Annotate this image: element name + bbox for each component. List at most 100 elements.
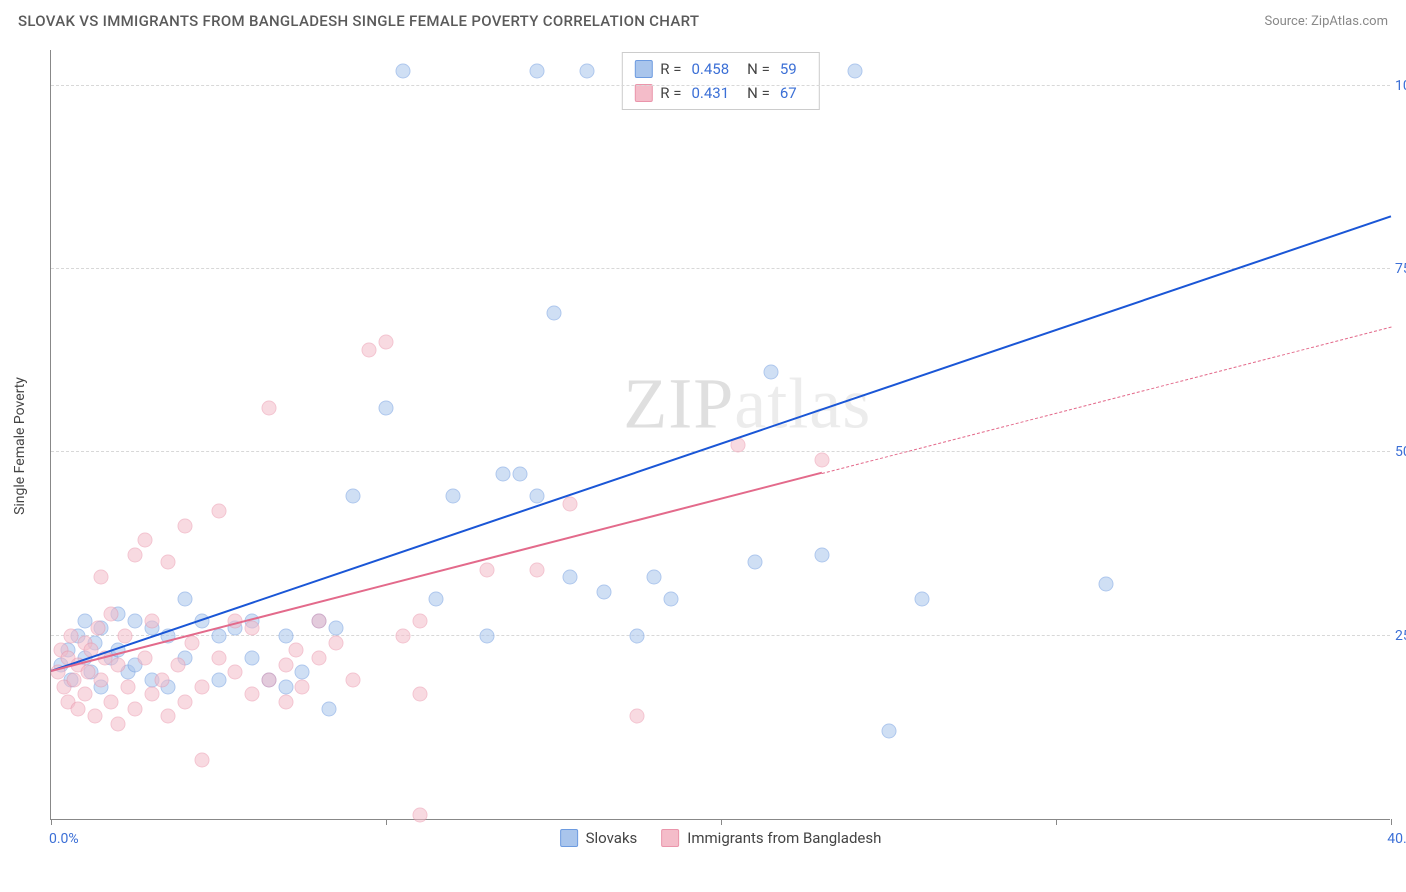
scatter-point — [848, 64, 863, 79]
correlation-row-1: R = 0.458 N = 59 — [634, 57, 806, 81]
scatter-point — [647, 570, 662, 585]
scatter-point — [663, 592, 678, 607]
scatter-point — [395, 628, 410, 643]
r-label-1: R = — [660, 57, 681, 81]
scatter-point — [429, 592, 444, 607]
scatter-point — [412, 808, 427, 823]
gridline — [51, 85, 1390, 86]
source-label: Source: ZipAtlas.com — [1264, 14, 1388, 29]
scatter-point — [94, 672, 109, 687]
legend-item-1: Slovaks — [560, 829, 638, 847]
scatter-point — [127, 702, 142, 717]
scatter-point — [194, 753, 209, 768]
scatter-point — [630, 709, 645, 724]
scatter-point — [117, 628, 132, 643]
scatter-point — [211, 672, 226, 687]
scatter-point — [111, 658, 126, 673]
legend-label-1: Slovaks — [586, 829, 638, 847]
x-tick-mark — [51, 819, 52, 825]
scatter-point — [144, 614, 159, 629]
scatter-point — [630, 628, 645, 643]
scatter-point — [395, 64, 410, 79]
scatter-point — [328, 636, 343, 651]
scatter-point — [184, 636, 199, 651]
scatter-point — [814, 548, 829, 563]
scatter-point — [121, 680, 136, 695]
scatter-point — [178, 518, 193, 533]
scatter-point — [563, 570, 578, 585]
scatter-point — [312, 614, 327, 629]
trendline — [51, 216, 1392, 673]
scatter-point — [278, 680, 293, 695]
scatter-point — [70, 702, 85, 717]
scatter-point — [144, 687, 159, 702]
title-bar: SLOVAK VS IMMIGRANTS FROM BANGLADESH SIN… — [18, 12, 1388, 30]
swatch-series-1 — [634, 60, 652, 78]
x-tick-mark — [1391, 819, 1392, 825]
scatter-point — [245, 687, 260, 702]
scatter-point — [211, 650, 226, 665]
y-axis-label: Single Female Poverty — [12, 377, 28, 515]
scatter-point — [194, 680, 209, 695]
x-tick-label: 40.0% — [1387, 831, 1406, 847]
legend-swatch-2 — [661, 829, 679, 847]
legend-swatch-1 — [560, 829, 578, 847]
scatter-point — [261, 401, 276, 416]
scatter-point — [345, 489, 360, 504]
scatter-point — [245, 621, 260, 636]
scatter-point — [278, 628, 293, 643]
scatter-point — [529, 562, 544, 577]
series-legend: Slovaks Immigrants from Bangladesh — [560, 829, 882, 847]
scatter-point — [111, 716, 126, 731]
scatter-point — [137, 650, 152, 665]
scatter-point — [446, 489, 461, 504]
n-label-1: N = — [747, 57, 770, 81]
scatter-point — [496, 467, 511, 482]
scatter-point — [178, 694, 193, 709]
swatch-series-2 — [634, 84, 652, 102]
scatter-point — [747, 555, 762, 570]
scatter-point — [529, 64, 544, 79]
scatter-point — [312, 650, 327, 665]
scatter-point — [513, 467, 528, 482]
scatter-point — [154, 672, 169, 687]
scatter-point — [412, 687, 427, 702]
scatter-point — [764, 364, 779, 379]
trendline — [51, 472, 822, 672]
scatter-point — [178, 592, 193, 607]
scatter-point — [245, 650, 260, 665]
scatter-point — [261, 672, 276, 687]
scatter-point — [412, 614, 427, 629]
scatter-point — [161, 555, 176, 570]
scatter-point — [1099, 577, 1114, 592]
scatter-point — [295, 680, 310, 695]
scatter-point — [104, 694, 119, 709]
x-tick-mark — [721, 819, 722, 825]
scatter-point — [915, 592, 930, 607]
scatter-point — [881, 724, 896, 739]
chart-container: SLOVAK VS IMMIGRANTS FROM BANGLADESH SIN… — [0, 0, 1406, 892]
scatter-point — [90, 621, 105, 636]
scatter-point — [362, 342, 377, 357]
scatter-point — [529, 489, 544, 504]
scatter-point — [104, 606, 119, 621]
scatter-point — [295, 665, 310, 680]
scatter-point — [171, 658, 186, 673]
scatter-point — [161, 709, 176, 724]
scatter-point — [479, 562, 494, 577]
scatter-point — [379, 335, 394, 350]
scatter-point — [328, 621, 343, 636]
legend-item-2: Immigrants from Bangladesh — [661, 829, 881, 847]
scatter-point — [345, 672, 360, 687]
y-tick-label: 75.0% — [1395, 261, 1406, 277]
scatter-point — [228, 665, 243, 680]
scatter-point — [546, 306, 561, 321]
scatter-point — [814, 452, 829, 467]
scatter-point — [211, 504, 226, 519]
plot-area: ZIPatlas R = 0.458 N = 59 R = 0.431 N = … — [50, 50, 1390, 820]
scatter-point — [479, 628, 494, 643]
scatter-point — [94, 570, 109, 585]
x-tick-mark — [386, 819, 387, 825]
scatter-point — [137, 533, 152, 548]
x-tick-mark — [1056, 819, 1057, 825]
